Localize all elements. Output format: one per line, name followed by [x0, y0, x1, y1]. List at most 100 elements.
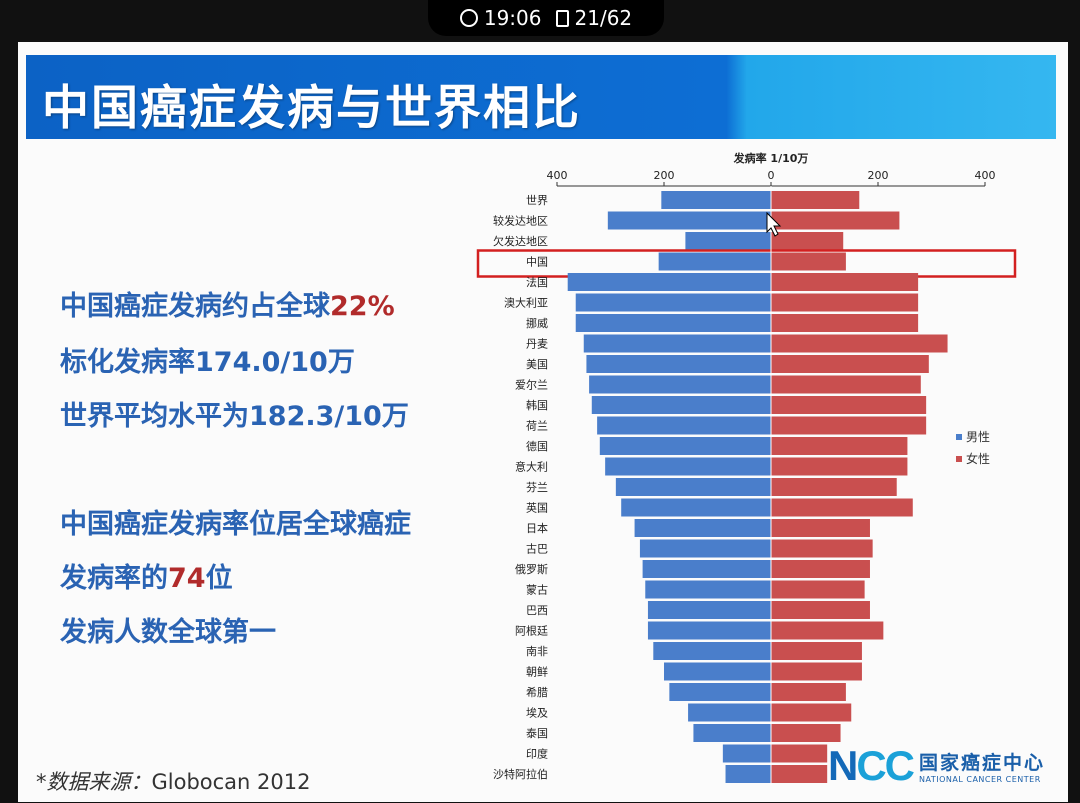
bar-female	[771, 293, 919, 312]
chart-title: 发病率 1/10万	[733, 151, 809, 165]
bar-male	[685, 232, 771, 250]
bar-female	[771, 560, 870, 578]
category-label: 芬兰	[526, 481, 548, 494]
bar-male	[653, 642, 771, 660]
bar-female	[771, 211, 900, 230]
status-bar: 19:06 21/62	[428, 0, 664, 36]
bar-male	[645, 580, 771, 599]
slide-title: 中国癌症发病与世界相比	[42, 81, 581, 136]
slide: 中国癌症发病与世界相比 中国癌症发病约占全球22% 标化发病率174.0/10万…	[18, 42, 1068, 802]
bar-male	[586, 355, 771, 373]
bar-female	[771, 765, 828, 783]
bar-female	[771, 539, 873, 558]
bar-male	[664, 662, 771, 681]
bar-female	[771, 232, 844, 250]
page-icon	[555, 9, 569, 27]
stat-rate: 标化发病率174.0/10万	[60, 347, 355, 378]
category-label: 中国	[526, 256, 548, 269]
bar-male	[599, 437, 771, 455]
category-label: 古巴	[526, 543, 548, 556]
clock-icon	[459, 9, 478, 27]
logo-name-cn: 国家癌症中心	[919, 752, 1046, 774]
category-label: 日本	[526, 521, 548, 535]
bar-female	[771, 273, 919, 291]
bar-male	[615, 478, 771, 496]
legend-swatch	[956, 434, 962, 440]
bar-male	[693, 724, 771, 742]
ncc-mark: NCC	[828, 742, 915, 789]
legend-swatch	[956, 456, 962, 462]
category-label: 泰国	[526, 726, 548, 740]
category-label: 俄罗斯	[515, 563, 548, 576]
category-label: 英国	[526, 501, 548, 515]
stat-rank-line1: 中国癌症发病率位居全球癌症	[60, 509, 411, 540]
x-tick-label: 400	[975, 169, 996, 182]
logo-name-en: NATIONAL CANCER CENTER	[919, 775, 1041, 784]
bar-female	[771, 314, 919, 332]
bar-male	[634, 519, 771, 537]
bar-female	[771, 724, 841, 742]
bar-female	[771, 642, 862, 660]
x-tick-label: 200	[868, 169, 889, 182]
category-label: 朝鲜	[526, 665, 548, 679]
bar-male	[605, 457, 771, 476]
category-label: 荷兰	[526, 420, 548, 433]
category-label: 阿根廷	[515, 624, 548, 638]
bar-female	[771, 252, 846, 271]
category-label: 德国	[526, 439, 548, 453]
category-label: 较发达地区	[493, 214, 548, 228]
category-label: 丹麦	[526, 338, 548, 351]
bar-female	[771, 334, 948, 353]
category-label: 埃及	[526, 706, 548, 720]
bar-male	[607, 211, 771, 230]
bar-female	[771, 437, 908, 455]
bar-female	[771, 683, 846, 701]
bar-male	[688, 703, 771, 722]
bar-male	[722, 744, 771, 763]
category-label: 世界	[526, 194, 548, 207]
bar-female	[771, 375, 921, 394]
bar-male	[575, 293, 771, 312]
category-label: 巴西	[526, 604, 548, 617]
incidence-butterfly-chart: 发病率 1/10万 400 200 0 200 400 世界较发达地区欠发达地区中国法国澳大…	[476, 151, 1017, 786]
bar-female	[771, 355, 929, 373]
bar-male	[669, 683, 771, 701]
bar-female	[771, 580, 865, 599]
bar-female	[771, 662, 862, 681]
bar-male	[567, 273, 771, 291]
bar-female	[771, 191, 860, 209]
ncc-logo: NCC 国家癌症中心 NATIONAL CANCER CENTER	[828, 742, 1045, 790]
category-label: 蒙古	[526, 584, 548, 597]
bar-male	[639, 539, 771, 558]
category-label: 欠发达地区	[493, 234, 548, 248]
category-label: 挪威	[526, 316, 548, 330]
category-label: 澳大利亚	[504, 296, 548, 310]
category-label: 沙特阿拉伯	[493, 767, 548, 781]
bar-female	[771, 519, 870, 537]
bar-male	[647, 621, 771, 640]
bar-male	[575, 314, 771, 332]
bar-female	[771, 703, 852, 722]
stat-count: 发病人数全球第一	[60, 617, 276, 648]
status-time: 19:06	[483, 6, 542, 30]
bar-male	[589, 375, 771, 394]
bar-female	[771, 601, 870, 619]
bar-male	[583, 334, 771, 353]
category-label: 法国	[526, 275, 548, 289]
bar-male	[725, 765, 771, 783]
stat-share: 中国癌症发病约占全球22%	[60, 291, 395, 322]
bar-male	[591, 396, 771, 414]
bar-female	[771, 416, 927, 435]
category-label: 印度	[526, 747, 548, 761]
bar-male	[661, 191, 771, 209]
x-tick-label: 200	[654, 169, 675, 182]
bar-male	[647, 601, 771, 619]
category-label: 美国	[526, 358, 548, 371]
data-source: *数据来源：Globocan 2012	[36, 770, 311, 794]
bar-female	[771, 396, 927, 414]
legend-label: 男性	[966, 430, 990, 444]
x-tick-label: 400	[547, 169, 568, 182]
x-tick-label: 0	[768, 169, 775, 182]
title-banner: 中国癌症发病与世界相比	[26, 55, 1056, 139]
category-label: 意大利	[515, 460, 548, 474]
